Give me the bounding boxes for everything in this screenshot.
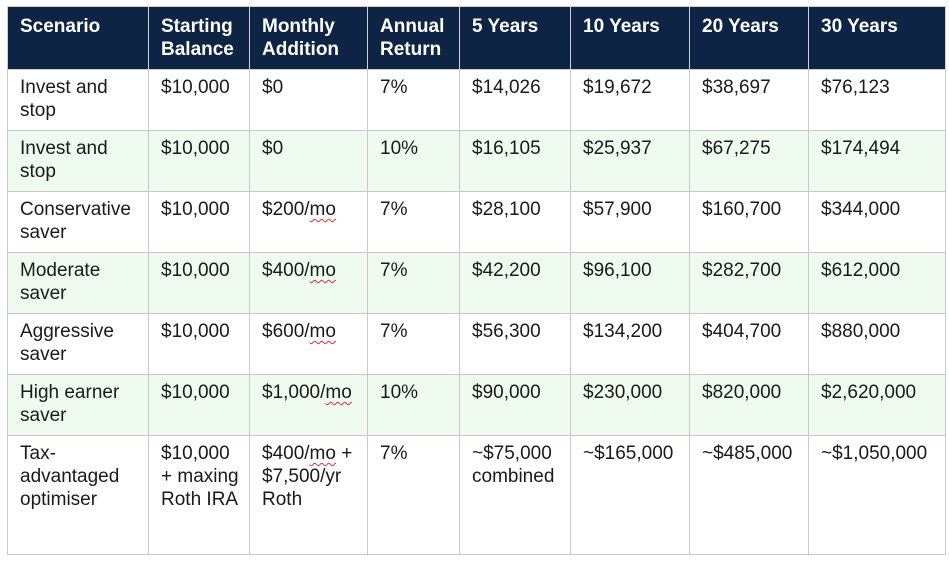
header-20-years: 20 Years [689,6,809,70]
table-row: Aggressive saver $10,000 $600/mo 7% $56,300 $… [7,313,946,375]
cell-annual-return: 7% [367,69,460,131]
cell-scenario: Aggressive saver [7,313,149,375]
cell-30-years: $344,000 [808,191,946,253]
header-30-years: 30 Years [808,6,946,70]
table-row: Invest and stop $10,000 $0 7% $14,026 $19,672… [7,69,946,131]
cell-10-years: $230,000 [570,374,690,436]
cell-10-years: ~$165,000 [570,435,690,555]
header-starting-balance: Starting Balance [148,6,250,70]
cell-annual-return: 7% [367,191,460,253]
cell-5-years: $90,000 [459,374,571,436]
table-row: Conservative saver $10,000 $200/mo 7% $28,10… [7,191,946,253]
cell-10-years: $96,100 [570,252,690,314]
cell-30-years: ~$1,050,000 [808,435,946,555]
cell-starting-balance: $10,000 [148,130,250,192]
cell-monthly-addition: $0 [249,69,368,131]
table-row: High earner saver $10,000 $1,000/mo 10% $90,… [7,374,946,436]
cell-10-years: $25,937 [570,130,690,192]
header-10-years: 10 Years [570,6,690,70]
cell-scenario: Invest and stop [7,69,149,131]
cell-5-years: $14,026 [459,69,571,131]
table-row: Tax-advantaged optimiser $10,000 + maxing… [7,435,946,555]
header-monthly-addition: Monthly Addition [249,6,368,70]
cell-monthly-addition: $1,000/mo [249,374,368,436]
cell-scenario: Conservative saver [7,191,149,253]
header-annual-return: Annual Return [367,6,460,70]
cell-scenario: High earner saver [7,374,149,436]
cell-starting-balance: $10,000 + maxing Roth IRA [148,435,250,555]
cell-starting-balance: $10,000 [148,374,250,436]
cell-annual-return: 10% [367,374,460,436]
cell-scenario: Tax-advantaged optimiser [7,435,149,555]
cell-5-years: $42,200 [459,252,571,314]
cell-20-years: $820,000 [689,374,809,436]
cell-annual-return: 7% [367,313,460,375]
cell-monthly-addition: $0 [249,130,368,192]
cell-scenario: Invest and stop [7,130,149,192]
cell-30-years: $2,620,000 [808,374,946,436]
projection-table: Scenario Starting Balance Monthly Additi… [7,6,946,555]
cell-10-years: $19,672 [570,69,690,131]
cell-10-years: $134,200 [570,313,690,375]
cell-monthly-addition: $600/mo [249,313,368,375]
header-scenario: Scenario [7,6,149,70]
cell-20-years: ~$485,000 [689,435,809,555]
cell-monthly-addition: $200/mo [249,191,368,253]
cell-starting-balance: $10,000 [148,191,250,253]
cell-30-years: $174,494 [808,130,946,192]
cell-5-years: $28,100 [459,191,571,253]
table-row: Invest and stop $10,000 $0 10% $16,105 $25,93… [7,130,946,192]
cell-annual-return: 7% [367,435,460,555]
cell-5-years: $56,300 [459,313,571,375]
cell-10-years: $57,900 [570,191,690,253]
cell-20-years: $404,700 [689,313,809,375]
cell-annual-return: 7% [367,252,460,314]
header-row: Scenario Starting Balance Monthly Additi… [7,6,946,70]
cell-30-years: $76,123 [808,69,946,131]
cell-20-years: $38,697 [689,69,809,131]
cell-starting-balance: $10,000 [148,252,250,314]
cell-20-years: $160,700 [689,191,809,253]
cell-starting-balance: $10,000 [148,313,250,375]
cell-starting-balance: $10,000 [148,69,250,131]
cell-5-years: $16,105 [459,130,571,192]
cell-monthly-addition: $400/mo [249,252,368,314]
header-5-years: 5 Years [459,6,571,70]
cell-scenario: Moderate saver [7,252,149,314]
cell-annual-return: 10% [367,130,460,192]
cell-monthly-addition: $400/mo + $7,500/yr Roth [249,435,368,555]
cell-20-years: $67,275 [689,130,809,192]
table-row: Moderate saver $10,000 $400/mo 7% $42,200 $96… [7,252,946,314]
cell-30-years: $880,000 [808,313,946,375]
cell-30-years: $612,000 [808,252,946,314]
cell-20-years: $282,700 [689,252,809,314]
cell-5-years: ~$75,000 combined [459,435,571,555]
